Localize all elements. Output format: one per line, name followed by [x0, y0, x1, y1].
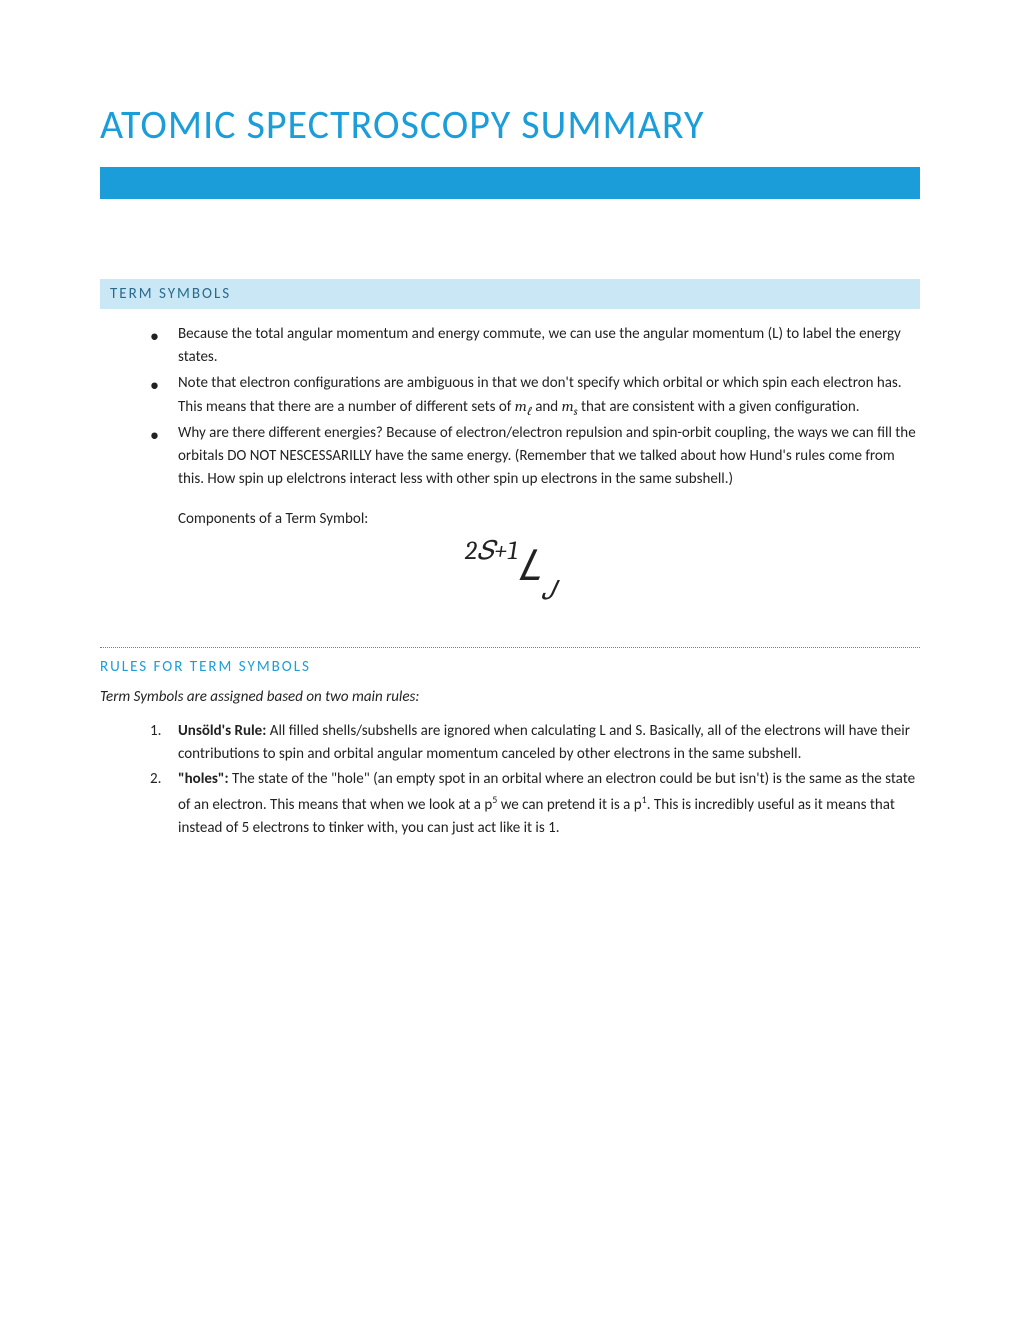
dotted-divider: [100, 647, 920, 648]
rule-item: "holes": The state of the "hole" (an emp…: [160, 768, 920, 840]
rule-text: All filled shells/subshells are ignored …: [178, 722, 910, 763]
term-symbol-formula: 2𝑆+1𝐿𝐽: [100, 542, 920, 597]
formula-subscript: 𝐽: [541, 576, 555, 606]
section-heading-bg: TERM SYMBOLS: [100, 279, 920, 309]
title-bar: [100, 167, 920, 199]
bullet-item: Why are there different energies? Becaus…: [160, 422, 920, 492]
rule-label: Unsöld's Rule:: [178, 722, 266, 740]
components-label: Components of a Term Symbol:: [100, 510, 920, 528]
formula-main: 𝐿: [518, 542, 542, 591]
rule-item: Unsöld's Rule: All filled shells/subshel…: [160, 720, 920, 767]
section-heading-term-symbols: TERM SYMBOLS: [110, 285, 910, 303]
bullet-item: Note that electron configurations are am…: [160, 372, 920, 420]
term-symbols-bullets: Because the total angular momentum and e…: [100, 323, 920, 492]
rules-intro: Term Symbols are assigned based on two m…: [100, 688, 920, 706]
bullet-item: Because the total angular momentum and e…: [160, 323, 920, 370]
rule-label: "holes":: [178, 770, 229, 788]
page-title: ATOMIC SPECTROSCOPY SUMMARY: [100, 100, 920, 149]
rule-text: we can pretend it is a p: [497, 796, 641, 814]
rules-list: Unsöld's Rule: All filled shells/subshel…: [100, 720, 920, 840]
subheading-rules: RULES FOR TERM SYMBOLS: [100, 658, 920, 676]
formula-superscript: 2𝑆+1: [465, 536, 518, 566]
